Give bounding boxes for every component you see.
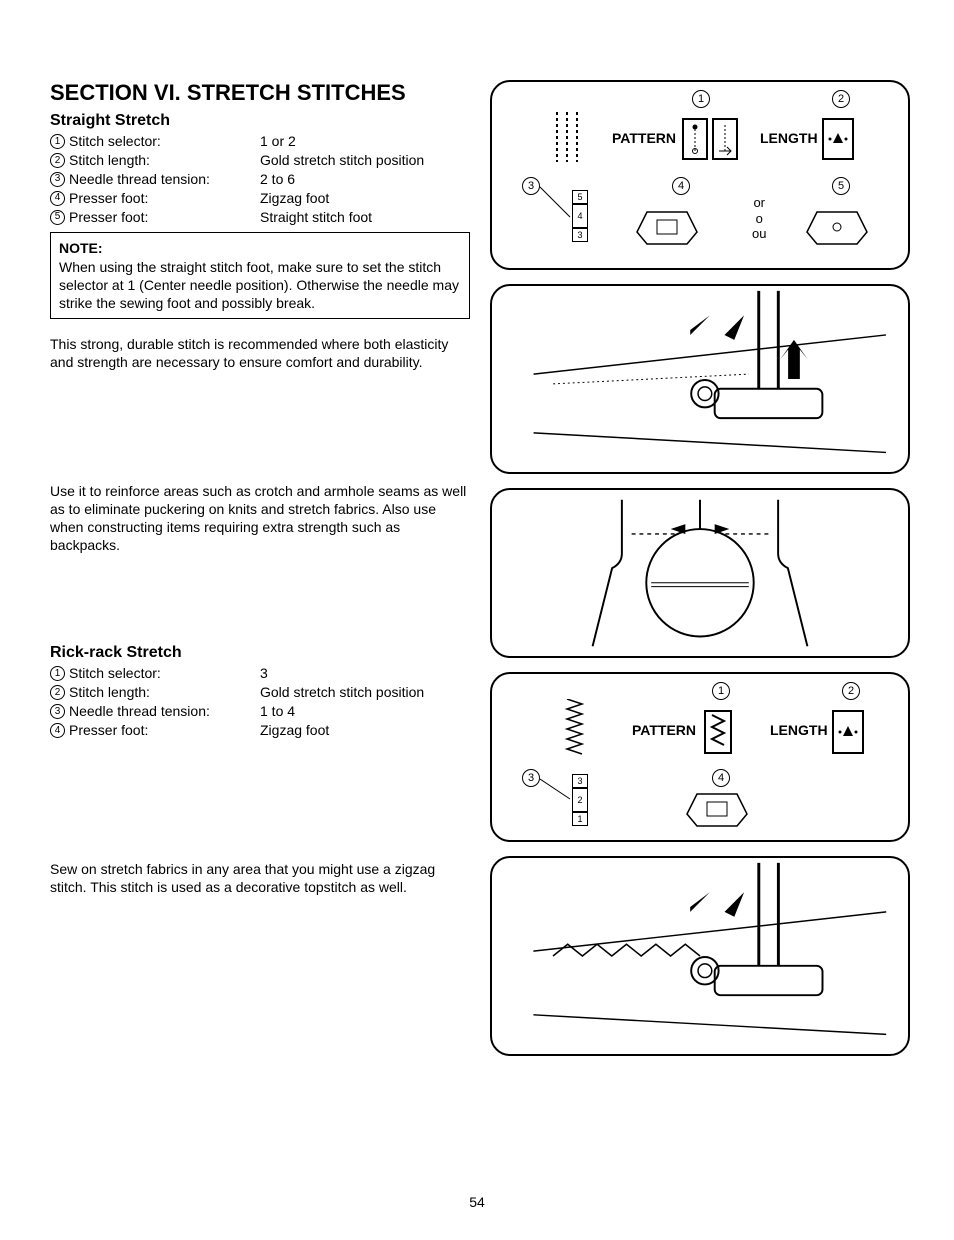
or-line: or [752, 195, 766, 211]
tension-scale: 5 4 3 [572, 190, 588, 242]
setting-row: 5 Presser foot: Straight stitch foot [50, 208, 470, 227]
pattern-box-2-icon [712, 118, 738, 160]
rickrack-para: Sew on stretch fabrics in any area that … [50, 860, 470, 896]
circled-number-icon: 1 [50, 666, 65, 681]
circled-number-icon: 2 [50, 153, 65, 168]
setting-label: Stitch selector: [69, 132, 161, 151]
callout-3-icon: 3 [522, 177, 540, 195]
circled-number-icon: 4 [50, 191, 65, 206]
setting-row: 2 Stitch length: Gold stretch stitch posi… [50, 683, 470, 702]
tension-scale: 3 2 1 [572, 774, 588, 826]
tension-cell: 4 [572, 204, 588, 228]
note-box: NOTE: When using the straight stitch foo… [50, 232, 470, 319]
callout-2-icon: 2 [842, 682, 860, 700]
setting-row: 3 Needle thread tension: 1 to 4 [50, 702, 470, 721]
rickrack-settings: 1 Stitch selector: 3 2 Stitch length: Gold… [50, 664, 470, 740]
setting-value: Zigzag foot [260, 189, 329, 208]
setting-label: Needle thread tension: [69, 170, 210, 189]
setting-value: Gold stretch stitch position [260, 151, 424, 170]
pattern-label: PATTERN [612, 130, 676, 146]
tension-cell: 2 [572, 788, 588, 812]
rickrack-heading: Rick-rack Stretch [50, 644, 470, 662]
setting-value: Gold stretch stitch position [260, 683, 424, 702]
tension-cell: 3 [572, 228, 588, 242]
rickrack-sample-icon [562, 699, 592, 759]
straight-settings: 1 Stitch selector: 1 or 2 2 Stitch length:… [50, 132, 470, 226]
page-number: 54 [469, 1194, 485, 1210]
tension-cell: 5 [572, 190, 588, 204]
callout-2-icon: 2 [832, 90, 850, 108]
figure-sewing-rickrack [490, 856, 910, 1056]
setting-value: 2 to 6 [260, 170, 295, 189]
page-content: SECTION VI. STRETCH STITCHES Straight St… [50, 80, 904, 1070]
rickrack-sewing-icon [492, 858, 908, 1054]
setting-label: Presser foot: [69, 189, 148, 208]
setting-label: Stitch length: [69, 683, 150, 702]
figure-settings-straight: 1 2 3 4 5 PATTERN LENGTH [490, 80, 910, 270]
callout-1-icon: 1 [712, 682, 730, 700]
setting-value: Straight stitch foot [260, 208, 372, 227]
figure-crotch-seam [490, 488, 910, 658]
or-line: o [752, 211, 766, 227]
setting-row: 1 Stitch selector: 3 [50, 664, 470, 683]
straight-para2: Use it to reinforce areas such as crotch… [50, 482, 470, 555]
setting-value: 1 to 4 [260, 702, 295, 721]
circled-number-icon: 5 [50, 210, 65, 225]
straight-foot-icon [802, 202, 872, 252]
setting-row: 2 Stitch length: Gold stretch stitch posi… [50, 151, 470, 170]
circled-number-icon: 3 [50, 704, 65, 719]
pattern-box-icon [704, 710, 732, 754]
circled-number-icon: 1 [50, 134, 65, 149]
setting-value: 3 [260, 664, 268, 683]
callout-3-icon: 3 [522, 769, 540, 787]
circled-number-icon: 3 [50, 172, 65, 187]
section-title: SECTION VI. STRETCH STITCHES [50, 80, 470, 106]
setting-row: 4 Presser foot: Zigzag foot [50, 721, 470, 740]
tension-cell: 1 [572, 812, 588, 826]
setting-row: 4 Presser foot: Zigzag foot [50, 189, 470, 208]
left-column: SECTION VI. STRETCH STITCHES Straight St… [50, 80, 470, 1070]
zigzag-foot-icon [632, 202, 702, 252]
setting-label: Presser foot: [69, 208, 148, 227]
length-label: LENGTH [760, 130, 818, 146]
pattern-box-1-icon [682, 118, 708, 160]
figure-sewing-straight [490, 284, 910, 474]
setting-label: Stitch selector: [69, 664, 161, 683]
note-heading: NOTE: [59, 240, 103, 256]
setting-label: Presser foot: [69, 721, 148, 740]
setting-row: 3 Needle thread tension: 2 to 6 [50, 170, 470, 189]
setting-label: Needle thread tension: [69, 702, 210, 721]
sewing-illustration-icon [492, 286, 908, 472]
callout-5-icon: 5 [832, 177, 850, 195]
straight-para1: This strong, durable stitch is recommend… [50, 335, 470, 371]
callout-1-icon: 1 [692, 90, 710, 108]
length-box-icon [822, 118, 854, 160]
or-line: ou [752, 226, 766, 242]
setting-row: 1 Stitch selector: 1 or 2 [50, 132, 470, 151]
straight-heading: Straight Stretch [50, 112, 470, 130]
circled-number-icon: 2 [50, 685, 65, 700]
zigzag-foot-icon [682, 784, 752, 834]
length-box-icon [832, 710, 864, 754]
stitch-sample-icon [552, 112, 582, 162]
figure-settings-rickrack: 1 2 3 4 PATTERN LENGTH 3 2 1 [490, 672, 910, 842]
tension-cell: 3 [572, 774, 588, 788]
circled-number-icon: 4 [50, 723, 65, 738]
pattern-label: PATTERN [632, 722, 696, 738]
callout-4-icon: 4 [672, 177, 690, 195]
note-body: When using the straight stitch foot, mak… [59, 259, 459, 311]
length-label: LENGTH [770, 722, 828, 738]
or-text: or o ou [752, 195, 766, 242]
setting-label: Stitch length: [69, 151, 150, 170]
setting-value: Zigzag foot [260, 721, 329, 740]
setting-value: 1 or 2 [260, 132, 296, 151]
right-column: 1 2 3 4 5 PATTERN LENGTH [490, 80, 910, 1070]
crotch-seam-icon [492, 490, 908, 656]
